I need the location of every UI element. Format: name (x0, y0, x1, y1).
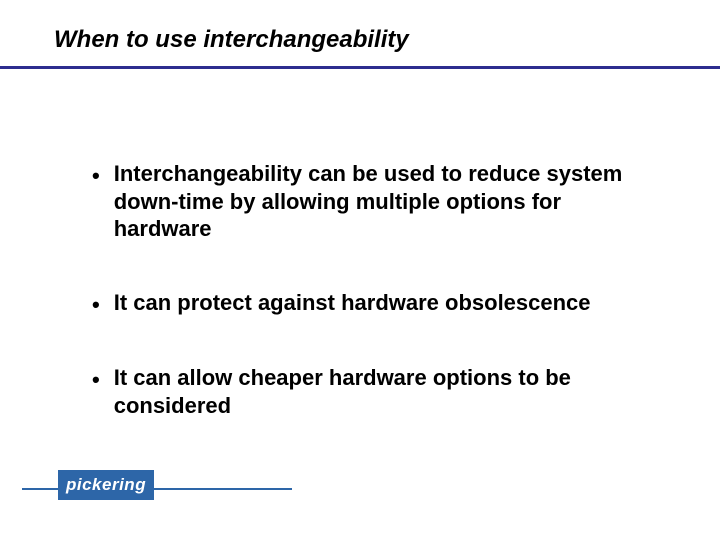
list-item: • It can allow cheaper hardware options … (92, 364, 660, 419)
list-item: • It can protect against hardware obsole… (92, 289, 660, 319)
bullet-icon: • (92, 366, 100, 394)
bullet-text: It can protect against hardware obsolesc… (114, 289, 660, 317)
slide-title: When to use interchangeability (54, 26, 409, 54)
list-item: • Interchangeability can be used to redu… (92, 160, 660, 243)
title-divider (0, 66, 720, 69)
logo-text: pickering (66, 475, 146, 494)
logo-box: pickering (58, 470, 154, 500)
bullet-text: It can allow cheaper hardware options to… (114, 364, 660, 419)
bullet-text: Interchangeability can be used to reduce… (114, 160, 660, 243)
bullet-icon: • (92, 291, 100, 319)
slide: When to use interchangeability • Interch… (0, 0, 720, 540)
brand-logo: pickering (22, 459, 292, 505)
bullet-icon: • (92, 162, 100, 190)
bullet-list: • Interchangeability can be used to redu… (92, 160, 660, 419)
